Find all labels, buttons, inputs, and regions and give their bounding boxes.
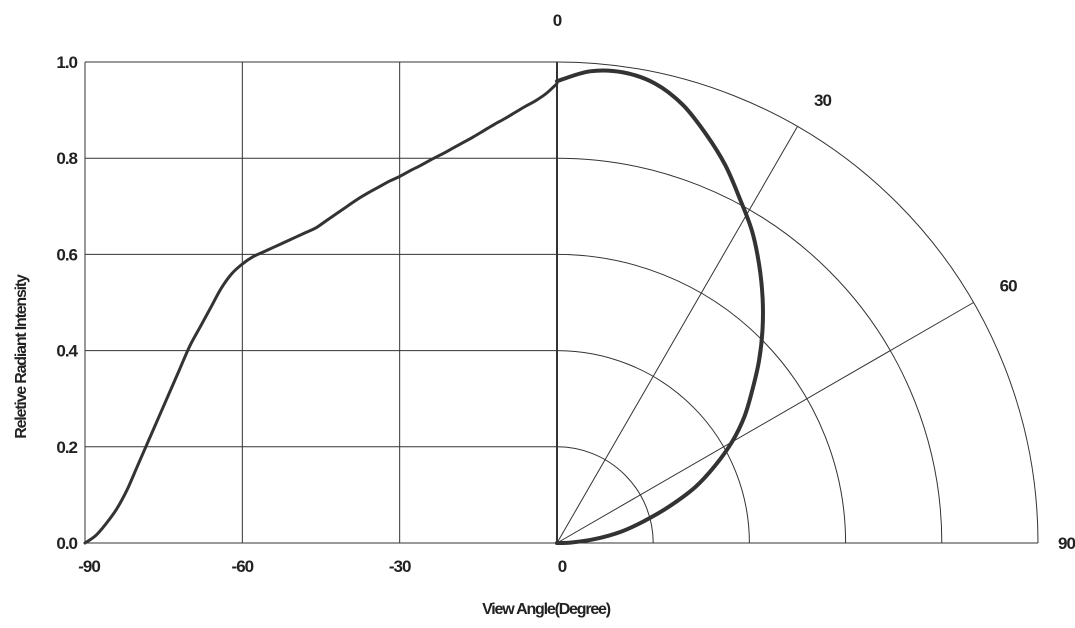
y-tick-label-0: 0.0 xyxy=(56,534,77,553)
polar-ring-0 xyxy=(556,446,654,544)
polar-grid xyxy=(556,61,1039,544)
polar-angle-labels: 0 30 60 90 xyxy=(553,11,1075,553)
polar-angle-label-3: 90 xyxy=(1058,534,1075,553)
polar-ring-4 xyxy=(556,61,1039,544)
x-tick-labels: -90 -60 -30 0 xyxy=(78,557,568,576)
polar-angle-label-0: 0 xyxy=(553,11,562,30)
polar-ring-3 xyxy=(556,157,943,544)
x-tick-label-1: -60 xyxy=(232,557,254,576)
x-tick-label-3: 0 xyxy=(558,557,567,576)
y-tick-label-2: 0.4 xyxy=(56,342,78,361)
series-polar-intensity-curve xyxy=(555,68,765,545)
cartesian-grid xyxy=(84,61,558,544)
polar-radial-1 xyxy=(556,302,974,544)
y-tick-label-1: 0.2 xyxy=(56,438,77,457)
y-tick-label-4: 0.8 xyxy=(56,149,77,168)
x-tick-label-2: -30 xyxy=(389,557,411,576)
x-axis-label: View Angle(Degree) xyxy=(482,601,611,618)
y-axis-label: Reletive Radiant Intensity xyxy=(13,274,30,439)
series-cartesian-intensity-curve xyxy=(83,82,559,545)
y-tick-label-5: 1.0 xyxy=(56,53,77,72)
polar-angle-label-2: 60 xyxy=(1000,277,1017,296)
polar-ring-2 xyxy=(556,253,847,544)
y-tick-labels: 0.0 0.2 0.4 0.6 0.8 1.0 xyxy=(56,53,79,553)
x-tick-label-0: -90 xyxy=(78,557,100,576)
polar-angle-label-1: 30 xyxy=(814,91,831,110)
y-tick-label-3: 0.6 xyxy=(56,245,77,264)
polar-ring-1 xyxy=(556,350,750,544)
polar-radial-0 xyxy=(556,126,798,544)
